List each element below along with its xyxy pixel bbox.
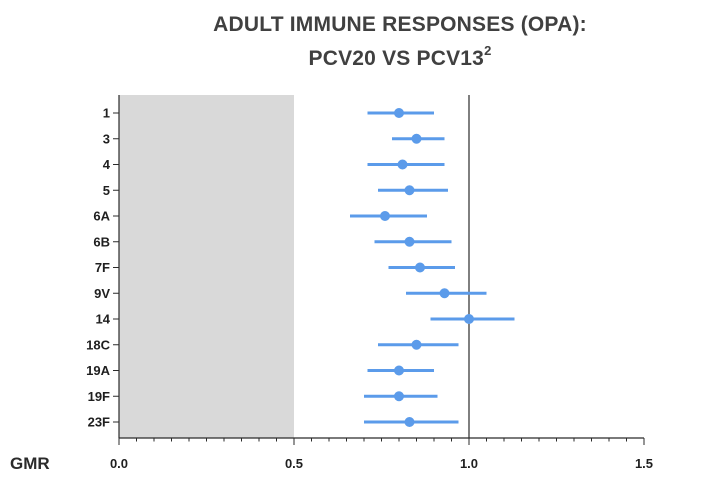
point-estimate: [411, 339, 422, 350]
x-tick-label: 1.5: [635, 456, 653, 471]
y-tick-label: 6B: [93, 234, 110, 249]
y-tick-label: 19A: [86, 363, 110, 378]
point-estimate: [404, 236, 415, 247]
chart-title-line1: ADULT IMMUNE RESPONSES (OPA):: [213, 13, 587, 36]
y-tick-label: 23F: [88, 415, 110, 430]
point-estimate: [411, 133, 422, 144]
point-estimate: [415, 262, 425, 273]
y-tick-label: 14: [96, 312, 111, 327]
point-estimate: [404, 185, 415, 196]
point-estimate: [394, 108, 404, 118]
x-tick-label: 0.0: [110, 456, 128, 471]
point-estimate: [439, 288, 450, 299]
point-estimate: [404, 417, 415, 427]
y-tick-label: 7F: [95, 260, 110, 275]
title-superscript: 2: [484, 43, 492, 58]
point-estimate: [397, 159, 408, 170]
x-axis-title: GMR: [10, 454, 50, 473]
chart-title-text: PCV20 VS PCV13: [308, 47, 485, 70]
x-tick-label: 0.5: [285, 456, 303, 471]
y-tick-label: 5: [103, 183, 110, 198]
point-estimate: [394, 391, 404, 402]
y-tick-label: 3: [103, 131, 110, 146]
y-tick-label: 4: [103, 157, 111, 172]
y-tick-label: 1: [103, 106, 110, 121]
y-tick-label: 18C: [86, 337, 110, 352]
point-estimate: [394, 365, 404, 376]
y-tick-label: 9V: [94, 286, 110, 301]
shaded-region: [119, 95, 294, 438]
chart-title-line2: PCV20 VS PCV132: [160, 43, 640, 71]
y-tick-label: 6A: [93, 209, 110, 224]
x-tick-label: 1.0: [460, 456, 478, 471]
point-estimate: [380, 211, 390, 221]
y-tick-label: 19F: [88, 389, 110, 404]
point-estimate: [464, 314, 474, 324]
